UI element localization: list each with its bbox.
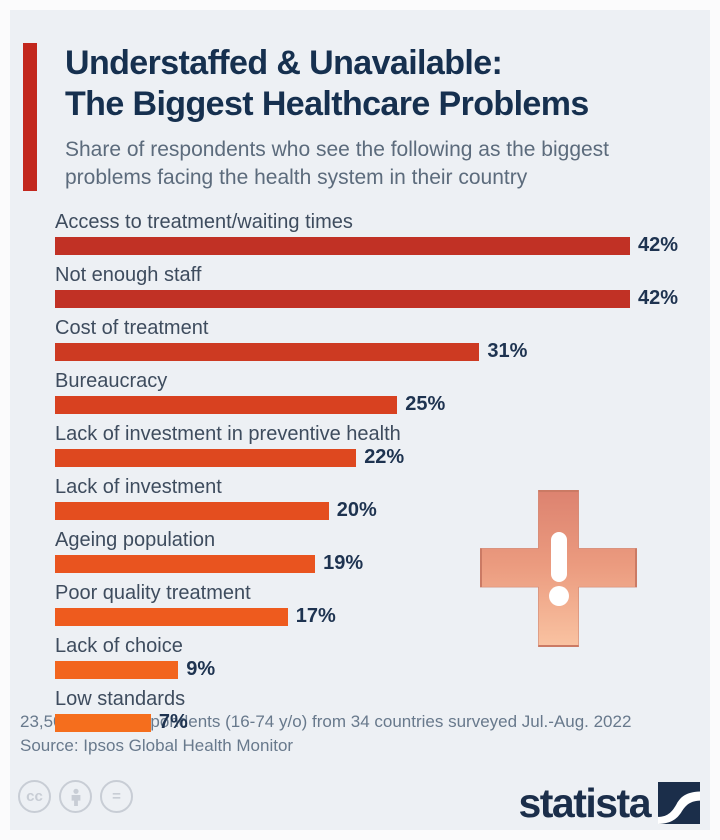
bar-track: 17% [55,605,630,628]
bar-row: Lack of choice 9% [55,635,710,681]
cc-icon[interactable]: cc [18,780,51,813]
bar-line: 9% [55,658,710,681]
bar-line: 31% [55,340,710,363]
bar [55,237,630,256]
bar-label: Access to treatment/waiting times [55,211,353,234]
bar-track: 19% [55,552,630,575]
bar-label: Ageing population [55,529,216,552]
no-derivatives-equals-icon[interactable]: = [100,780,133,813]
bar-row: Ageing population 19% [55,529,710,575]
infographic-canvas: Understaffed & Unavailable: The Biggest … [10,10,710,830]
bar-row: Not enough staff 42% [55,264,710,309]
bar [55,449,357,468]
header: Understaffed & Unavailable: The Biggest … [23,43,690,192]
chart-subtitle: Share of respondents who see the followi… [65,137,610,189]
bar-track: 25% [55,393,630,416]
bar-value: 17% [295,605,336,628]
chart-title-line2: The Biggest Healthcare Problems [65,85,589,124]
bar-row: Cost of treatment 31% [55,317,710,363]
bar-row: Access to treatment/waiting times 42% [55,211,710,256]
bar-value: 22% [364,446,405,469]
bar-label: Lack of investment in preventive health [55,423,401,446]
attribution-person-icon[interactable] [59,780,92,813]
bar-line: 42% [55,234,710,256]
bar [55,343,480,362]
bar-line: 7% [55,711,710,734]
bar-track: 42% [55,234,678,256]
equals-icon-label: = [112,788,121,805]
header-text: Understaffed & Unavailable: The Biggest … [65,43,685,191]
statista-logo[interactable]: statista [518,782,700,824]
bar-value: 7% [158,711,188,734]
cc-icon-label: cc [26,788,43,805]
bar-label: Not enough staff [55,264,202,287]
bar-track: 31% [55,340,630,363]
person-glyph [71,788,80,806]
bar-row: Lack of investment in preventive health … [55,423,710,469]
red-accent-bar [23,43,37,192]
statista-logo-mark [658,782,700,824]
source-note: Source: Ipsos Global Health Monitor [20,736,294,756]
bar-track: 22% [55,446,630,469]
bar-label: Lack of choice [55,635,183,658]
survey-note: 23,507 online respondents (16-74 y/o) fr… [20,712,632,731]
bar-track: 9% [55,658,630,681]
chart-title-line1: Understaffed & Unavailable: [65,44,503,82]
bar-value: 42% [638,287,679,310]
footer-note: 23,507 online respondents (16-74 y/o) fr… [20,710,631,758]
bar [55,555,316,574]
bar-row: Low standards 7% [55,688,710,734]
exclamation-stem [550,532,567,582]
bar-value: 25% [405,393,446,416]
chart-title: Understaffed & Unavailable: The Biggest … [65,43,685,126]
bar [55,608,288,627]
bar [55,290,630,309]
bar-line: 20% [55,499,710,522]
bar-value: 9% [186,658,216,681]
bar-line: 22% [55,446,710,469]
bar-row: Poor quality treatment 17% [55,582,710,628]
bar [55,396,398,415]
medical-cross-warning-icon [480,490,637,647]
bar-track: 42% [55,287,678,309]
bar-value: 42% [638,234,679,257]
bar-value: 19% [323,552,364,575]
bar-line: 19% [55,552,710,575]
bar-value: 31% [487,340,528,363]
bar-label: Poor quality treatment [55,582,251,605]
statista-logo-text: statista [518,779,651,826]
license-badges[interactable]: cc = [18,780,133,813]
exclamation-dot [548,586,569,606]
bar [55,714,151,733]
bar-label: Low standards [55,688,186,711]
bar [55,661,179,680]
bar [55,502,329,521]
bar-row: Bureaucracy 25% [55,370,710,416]
bar-track: 20% [55,499,630,522]
bar-chart: Access to treatment/waiting times 42% No… [55,211,710,734]
bar-line: 42% [55,287,710,309]
bar-label: Lack of investment [55,476,222,499]
bar-track: 7% [55,711,630,734]
bar-line: 25% [55,393,710,416]
bar-label: Cost of treatment [55,317,209,340]
bar-label: Bureaucracy [55,370,168,393]
bar-line: 17% [55,605,710,628]
bar-value: 20% [336,499,377,522]
bar-row: Lack of investment 20% [55,476,710,522]
